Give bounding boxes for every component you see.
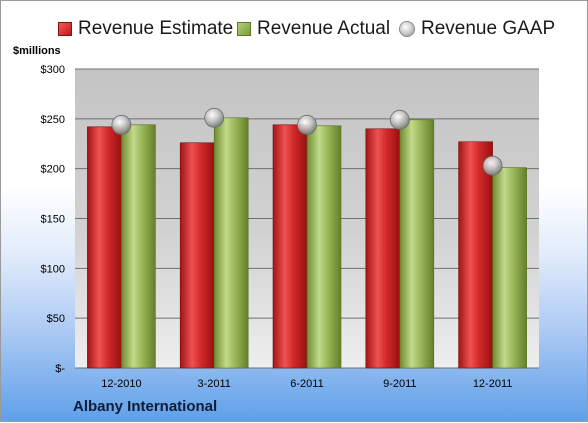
bubble-revenue-gaap — [482, 155, 503, 176]
y-tick-label: $200 — [41, 164, 65, 176]
legend: Revenue Estimate Revenue Actual Revenue … — [1, 11, 588, 47]
x-tick-label: 3-2011 — [197, 378, 230, 390]
y-tick-label: $100 — [41, 263, 65, 275]
legend-label-actual: Revenue Actual — [257, 18, 391, 39]
x-tick-label: 12-2011 — [473, 378, 513, 390]
y-tick-label: $50 — [47, 313, 65, 325]
y-tick-label: $250 — [41, 114, 65, 126]
x-tick-label: 12-2010 — [101, 378, 141, 390]
y-tick-label: $150 — [41, 214, 65, 226]
unit-label: $millions — [13, 45, 61, 57]
bar-revenue-estimate — [365, 128, 401, 369]
legend-swatch-gaap — [399, 21, 415, 37]
legend-label-estimate: Revenue Estimate — [78, 18, 234, 39]
legend-item-estimate: Revenue Estimate — [58, 11, 233, 47]
bar-revenue-estimate — [87, 126, 122, 369]
bubble-revenue-gaap — [111, 114, 132, 135]
bubble-revenue-gaap — [204, 107, 225, 128]
x-tick-label: 9-2011 — [383, 378, 416, 390]
legend-item-actual: Revenue Actual — [237, 11, 390, 47]
bar-revenue-estimate — [272, 124, 308, 369]
y-tick-label: $- — [55, 363, 65, 375]
bar-revenue-actual — [492, 167, 527, 369]
bubble-revenue-gaap — [389, 109, 410, 130]
bar-revenue-actual — [121, 124, 156, 369]
bar-revenue-actual — [306, 125, 342, 369]
bar-revenue-actual — [213, 117, 249, 369]
company-label: Albany International — [73, 398, 218, 415]
legend-label-gaap: Revenue GAAP — [421, 18, 556, 39]
x-tick-label: 6-2011 — [290, 378, 323, 390]
legend-swatch-estimate — [58, 22, 72, 36]
legend-swatch-actual — [237, 22, 251, 36]
bar-revenue-actual — [399, 119, 435, 369]
bar-revenue-estimate — [458, 141, 493, 369]
bubble-revenue-gaap — [297, 114, 317, 135]
legend-item-gaap: Revenue GAAP — [399, 11, 555, 47]
y-tick-label: $300 — [41, 64, 65, 76]
bar-revenue-estimate — [179, 142, 215, 369]
